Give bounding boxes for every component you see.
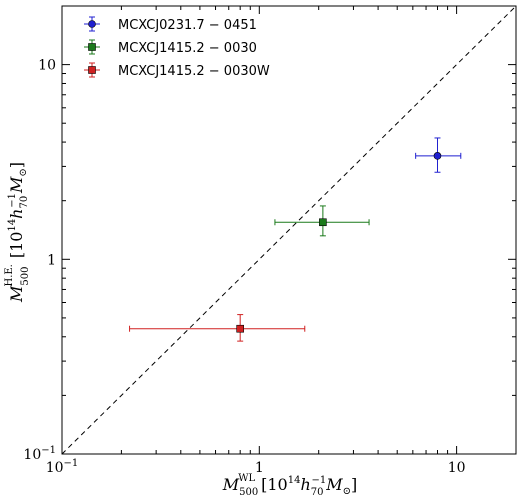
legend-label: MCXCJ1415.2 − 0030	[118, 41, 257, 56]
legend-marker	[88, 43, 96, 51]
y-axis-label: M500H.E.[1014h70−1M⊙]	[4, 162, 31, 303]
legend-label: MCXCJ0231.7 − 0451	[118, 18, 257, 33]
legend-item: MCXCJ1415.2 − 0030W	[84, 62, 270, 79]
legend-item: MCXCJ0231.7 − 0451	[84, 16, 257, 33]
data-points	[129, 137, 462, 342]
y-tick-label: 10−1	[23, 445, 56, 463]
tick-labels: 10−1 1 10 10−1 1 10	[23, 58, 465, 476]
point-marker	[433, 152, 442, 160]
x-tick-label: 10−1	[46, 458, 79, 476]
one-to-one-line	[61, 5, 517, 455]
point-marker	[319, 218, 327, 227]
ticks	[61, 5, 517, 455]
legend-item: MCXCJ1415.2 − 0030	[84, 39, 257, 56]
x-tick-label: 1	[255, 460, 264, 476]
y-tick-label: 10	[38, 58, 56, 74]
x-axis-label: M500WL [1014h70−1M⊙]	[222, 473, 358, 498]
y-tick-label: 1	[47, 252, 56, 268]
point-marker	[236, 324, 244, 333]
legend-label: MCXCJ1415.2 − 0030W	[118, 64, 270, 79]
legend-marker	[88, 20, 96, 28]
plot-frame	[61, 5, 517, 455]
data-point	[274, 205, 370, 237]
data-point	[129, 314, 306, 342]
legend: MCXCJ0231.7 − 0451 MCXCJ1415.2 − 0030 MCXC…	[84, 16, 270, 79]
x-tick-label: 10	[448, 460, 466, 476]
data-point	[415, 137, 462, 173]
legend-marker	[88, 66, 96, 74]
